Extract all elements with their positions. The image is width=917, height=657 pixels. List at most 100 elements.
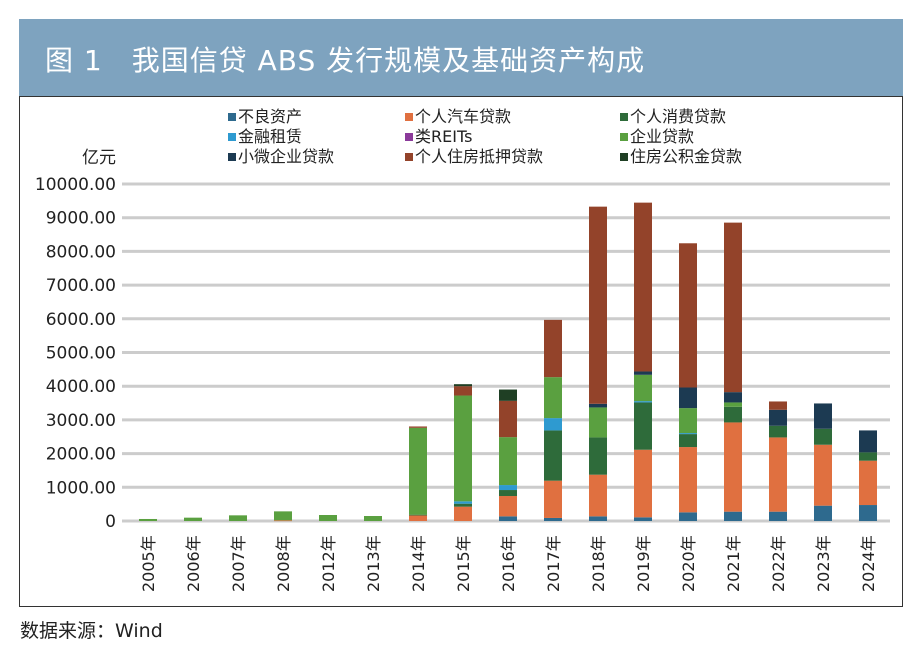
bar-segment: [544, 480, 562, 518]
bar-segment: [814, 428, 832, 445]
bar-segment: [769, 437, 787, 512]
x-tick-label: 2006年: [184, 535, 203, 592]
bar-segment: [769, 409, 787, 426]
x-tick-label: 2016年: [499, 535, 518, 592]
bar-segment: [274, 511, 292, 521]
bar-segment: [859, 452, 877, 461]
legend-label: 住房公积金贷款: [630, 147, 742, 166]
bar-segment: [499, 516, 517, 521]
x-tick-label: 2023年: [814, 535, 833, 592]
bar-segment: [544, 319, 562, 378]
bar-segment: [589, 206, 607, 404]
title-band: 图 1 我国信贷 ABS 发行规模及基础资产构成: [19, 19, 903, 97]
x-tick-label: 2019年: [634, 535, 653, 592]
legend-label: 类REITs: [415, 127, 472, 146]
source-note: 数据来源：Wind: [20, 620, 163, 642]
bar-segment: [454, 395, 472, 502]
y-tick-label: 4000.00: [46, 377, 116, 397]
y-tick-label: 3000.00: [46, 411, 116, 431]
bar-segment: [724, 392, 742, 403]
bar-segment: [814, 444, 832, 506]
x-tick-label: 2005年: [139, 535, 158, 592]
chart-title: 图 1 我国信贷 ABS 发行规模及基础资产构成: [45, 44, 646, 77]
x-tick-label: 2018年: [589, 535, 608, 592]
bar-segment: [454, 506, 472, 521]
legend-swatch: [405, 153, 413, 161]
legend-swatch: [228, 153, 236, 161]
bar-segment: [409, 514, 427, 516]
legend-label: 个人汽车贷款: [415, 107, 511, 126]
bar-segment: [499, 437, 517, 486]
y-axis-unit: 亿元: [82, 148, 116, 168]
bar-segment: [859, 430, 877, 453]
legend-swatch: [620, 153, 628, 161]
bar-segment: [229, 515, 247, 521]
x-tick-label: 2013年: [364, 535, 383, 592]
bar-segment: [724, 402, 742, 407]
bar-segment: [634, 449, 652, 518]
y-tick-label: 6000.00: [46, 310, 116, 330]
bar-segment: [634, 517, 652, 521]
bar-segment: [634, 374, 652, 402]
bar-segment: [319, 515, 337, 521]
bar-segment: [634, 202, 652, 372]
x-tick-label: 2015年: [454, 535, 473, 592]
bar-segment: [679, 387, 697, 409]
y-tick-label: 7000.00: [46, 276, 116, 296]
legend-swatch: [405, 113, 413, 121]
bar-segment: [499, 496, 517, 517]
bar-segment: [589, 516, 607, 521]
bar-segment: [589, 407, 607, 438]
legend-label: 企业贷款: [630, 127, 694, 146]
bar-segment: [769, 511, 787, 521]
bar-segment: [454, 503, 472, 507]
y-tick-label: 5000.00: [46, 344, 116, 364]
bar-segment: [544, 418, 562, 431]
legend-label: 不良资产: [238, 107, 302, 126]
y-tick-label: 9000.00: [46, 209, 116, 229]
x-tick-label: 2020年: [679, 535, 698, 592]
x-tick-label: 2012年: [319, 535, 338, 592]
x-tick-label: 2008年: [274, 535, 293, 592]
legend-label: 个人消费贷款: [630, 107, 726, 126]
y-tick-label: 0: [105, 512, 116, 532]
legend-swatch: [228, 113, 236, 121]
y-tick-label: 10000.00: [35, 175, 116, 195]
y-tick-label: 1000.00: [46, 478, 116, 498]
bar-segment: [814, 505, 832, 521]
legend-label: 个人住房抵押贷款: [415, 147, 543, 166]
bar-segment: [184, 517, 202, 521]
bar-segment: [409, 515, 427, 521]
legend-label: 小微企业贷款: [238, 147, 334, 166]
bar-segment: [454, 384, 472, 387]
bar-segment: [364, 516, 382, 521]
bar-segment: [499, 485, 517, 491]
legend-swatch: [620, 113, 628, 121]
legend-swatch: [620, 133, 628, 141]
bar-segment: [769, 401, 787, 410]
x-tick-label: 2014年: [409, 535, 428, 592]
bar-segment: [679, 434, 697, 448]
legend-label: 金融租赁: [238, 127, 302, 146]
bar-segment: [454, 386, 472, 396]
bar-segment: [589, 437, 607, 475]
bar-segment: [634, 401, 652, 403]
x-tick-label: 2007年: [229, 535, 248, 592]
bar-segment: [544, 430, 562, 481]
bar-segment: [589, 403, 607, 408]
bar-segment: [679, 512, 697, 521]
y-tick-label: 2000.00: [46, 445, 116, 465]
bar-segment: [814, 403, 832, 429]
y-tick-label: 8000.00: [46, 242, 116, 262]
bar-segment: [499, 389, 517, 401]
bar-segment: [769, 425, 787, 438]
bar-segment: [454, 501, 472, 504]
x-tick-label: 2021年: [724, 535, 743, 592]
bar-segment: [679, 243, 697, 388]
x-tick-label: 2024年: [859, 535, 878, 592]
bar-segment: [634, 402, 652, 450]
bar-segment: [679, 433, 697, 435]
bar-segment: [499, 490, 517, 497]
bar-segment: [724, 511, 742, 521]
bar-segment: [139, 518, 157, 521]
